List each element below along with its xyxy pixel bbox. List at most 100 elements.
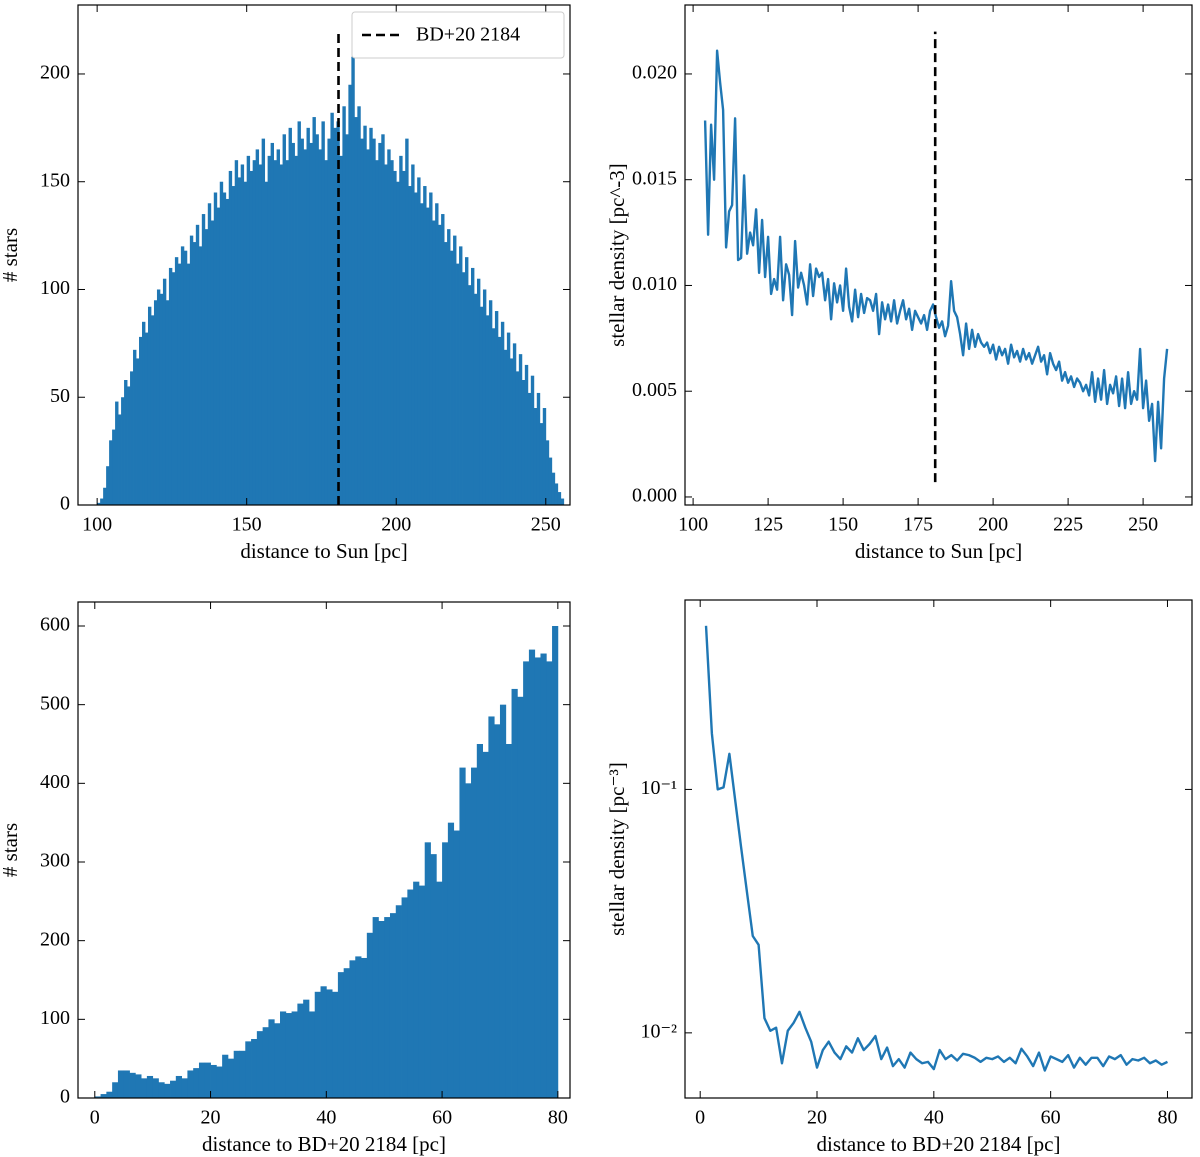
- bar: [195, 224, 200, 506]
- bar: [264, 181, 269, 506]
- y-tick-label: 400: [40, 771, 70, 793]
- bar: [256, 1031, 264, 1098]
- bar: [227, 1058, 235, 1098]
- bar: [187, 1070, 194, 1098]
- bar: [393, 170, 397, 505]
- bar: [213, 192, 218, 505]
- bar: [539, 423, 544, 505]
- x-axis-label: distance to BD+20 2184 [pc]: [817, 1132, 1061, 1156]
- bar: [112, 1082, 119, 1098]
- bar: [381, 134, 385, 505]
- bar: [476, 278, 481, 505]
- bar: [129, 1072, 136, 1098]
- bar: [413, 881, 420, 1098]
- y-tick-label: 100: [40, 1007, 70, 1029]
- y-tick-label: 0.015: [632, 167, 677, 189]
- bar: [333, 127, 337, 506]
- bar: [267, 155, 272, 506]
- axes-frame: [77, 601, 571, 1099]
- y-tick-label: 200: [40, 62, 70, 84]
- bar: [274, 1023, 281, 1098]
- bar: [324, 160, 328, 505]
- bar: [435, 203, 439, 505]
- bar: [198, 246, 203, 505]
- bar: [291, 1011, 298, 1098]
- bar: [418, 885, 426, 1098]
- bar: [273, 160, 277, 505]
- bar: [198, 1062, 206, 1098]
- bar: [210, 1064, 217, 1098]
- bar: [476, 743, 483, 1098]
- bar: [251, 1038, 258, 1098]
- y-tick-label: 0: [60, 1086, 70, 1108]
- bar: [189, 235, 194, 505]
- bar: [135, 1074, 142, 1098]
- bar: [342, 106, 346, 506]
- bar: [268, 1019, 275, 1098]
- bar: [554, 483, 559, 505]
- y-tick-label: 200: [40, 928, 70, 950]
- bar: [177, 263, 182, 505]
- bar: [552, 625, 559, 1098]
- bar: [318, 149, 322, 505]
- bar: [482, 751, 489, 1098]
- bar: [372, 917, 379, 1098]
- bar: [471, 267, 475, 505]
- bar: [357, 106, 361, 506]
- bar: [369, 127, 373, 506]
- bar: [417, 177, 421, 505]
- bar: [279, 164, 283, 505]
- bar: [542, 408, 547, 505]
- x-tick-label: 40: [924, 1107, 944, 1129]
- bar: [186, 263, 191, 505]
- y-tick-label: 10⁻¹: [640, 777, 677, 799]
- bar: [491, 328, 496, 505]
- bar: [375, 160, 379, 505]
- y-tick-label: 600: [40, 614, 70, 636]
- bar: [500, 321, 505, 505]
- axes-frame: [684, 4, 1193, 506]
- bar: [426, 207, 430, 505]
- bar: [424, 842, 431, 1098]
- bar: [378, 142, 382, 505]
- bar: [402, 170, 406, 505]
- bar: [321, 121, 325, 506]
- bar: [442, 842, 449, 1098]
- bar: [294, 155, 298, 506]
- bar: [384, 164, 388, 505]
- bar: [255, 149, 260, 505]
- bar: [150, 315, 155, 505]
- bar: [336, 121, 340, 506]
- x-axis-label: distance to Sun [pc]: [855, 539, 1022, 563]
- y-tick-label: 10⁻²: [640, 1020, 677, 1042]
- bar: [123, 1070, 130, 1098]
- bar: [405, 138, 409, 505]
- bar: [509, 358, 514, 505]
- y-tick-label: 300: [40, 850, 70, 872]
- bar: [557, 492, 562, 505]
- bar: [165, 300, 170, 505]
- bar: [97, 502, 101, 505]
- x-tick-label: 125: [753, 514, 783, 536]
- bar: [494, 724, 501, 1098]
- bar: [193, 1068, 200, 1098]
- bar: [420, 203, 424, 505]
- bar: [389, 913, 397, 1098]
- bar: [245, 1041, 252, 1098]
- bar: [482, 289, 487, 505]
- bar: [497, 336, 502, 505]
- bar: [170, 1080, 177, 1098]
- bar: [180, 246, 185, 505]
- bar: [399, 155, 403, 506]
- bar: [444, 242, 448, 505]
- bar: [348, 84, 352, 505]
- bar: [262, 1027, 269, 1098]
- bar: [453, 830, 460, 1098]
- line: [704, 625, 1168, 1072]
- bar: [536, 392, 541, 505]
- bar: [447, 229, 451, 505]
- y-tick-label: 50: [50, 385, 70, 407]
- bar: [121, 397, 125, 505]
- bar: [360, 138, 364, 505]
- bar: [228, 170, 233, 505]
